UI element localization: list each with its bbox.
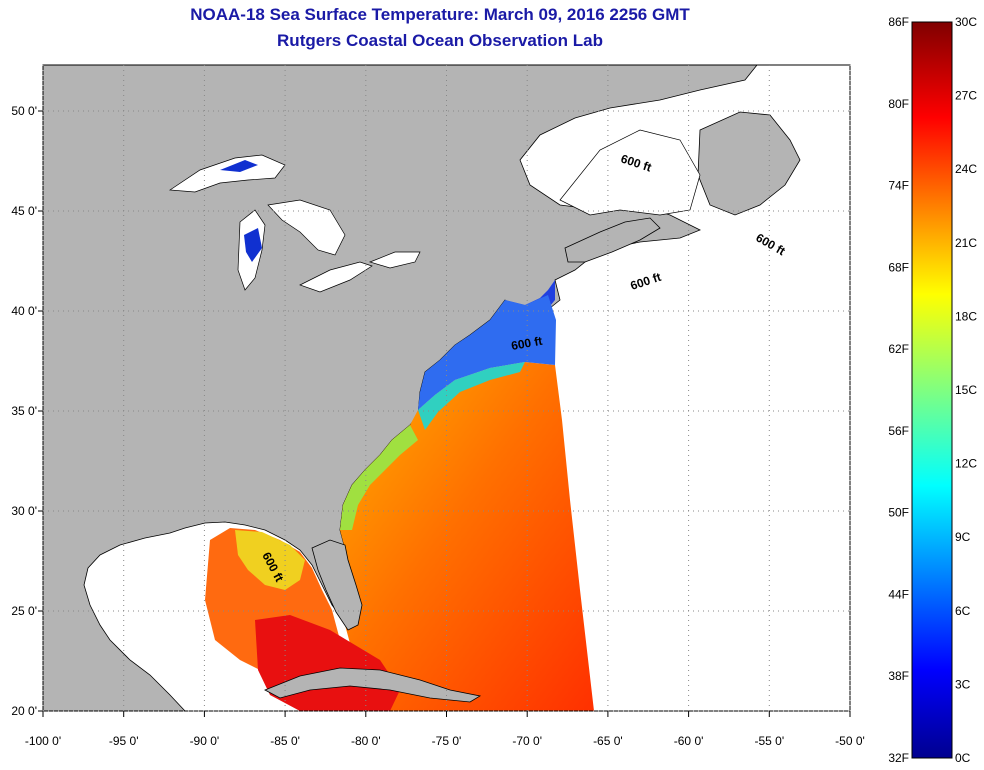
colorbar-fahrenheit-label: 74F [888,179,909,193]
colorbar-celsius-label: 21C [955,236,977,250]
colorbar-fahrenheit-label: 56F [888,424,909,438]
y-tick-label: 25 0' [11,604,37,618]
lake-cold-patch [244,228,262,262]
y-tick-label: 35 0' [11,404,37,418]
colorbar-celsius-label: 15C [955,383,977,397]
colorbar-celsius-label: 9C [955,530,971,544]
colorbar-celsius-label: 18C [955,309,977,323]
isobath-label: 600 ft [510,334,543,353]
x-tick-label: -80 0' [351,734,381,748]
map-title: NOAA-18 Sea Surface Temperature: March 0… [190,5,690,24]
colorbar-fahrenheit-label: 44F [888,587,909,601]
x-tick-label: -60 0' [674,734,704,748]
colorbar-fahrenheit-label: 50F [888,506,909,520]
colorbar-celsius-label: 3C [955,677,971,691]
y-tick-label: 50 0' [11,104,37,118]
lake-huron [267,199,346,256]
x-tick-label: -90 0' [190,734,220,748]
lake-ontario [368,251,421,269]
sst-shelf-cyan [418,362,525,430]
colorbar-fahrenheit-label: 80F [888,97,909,111]
longitude-ticks: -100 0' -95 0' -90 0' -85 0' -80 0' -75 0' -70… [25,711,865,748]
latitude-ticks: 50 0' 45 0' 40 0' 35 0' 30 0' 25 0' 20 0' [11,104,43,718]
colorbar-celsius-label: 27C [955,89,977,103]
y-tick-label: 20 0' [11,704,37,718]
lake-superior [168,154,286,193]
x-tick-label: -70 0' [512,734,542,748]
colorbar-fahrenheit-label: 38F [888,669,909,683]
colorbar-celsius-label: 30C [955,15,977,29]
nova-scotia-land [564,217,661,263]
x-tick-label: -85 0' [270,734,300,748]
x-tick-label: -55 0' [754,734,784,748]
lake-erie [299,261,373,293]
sst-cold-shelf [418,295,556,410]
st-lawrence-gulf [559,129,701,216]
colorbar-fahrenheit-label: 86F [888,15,909,29]
colorbar-fahrenheit-label: 68F [888,260,909,274]
florida-land [311,539,363,631]
colorbar-fahrenheit-label: 62F [888,342,909,356]
y-tick-label: 45 0' [11,204,37,218]
x-tick-label: -65 0' [593,734,623,748]
newfoundland-land [697,111,801,216]
colorbar-gradient [911,21,953,759]
x-tick-label: -75 0' [432,734,462,748]
colorbar-celsius-label: 12C [955,457,977,471]
sst-shelf-green [340,425,418,530]
colorbar-celsius-label: 0C [955,751,971,765]
cuba-land [264,667,482,703]
y-tick-label: 30 0' [11,504,37,518]
colorbar-celsius-label: 6C [955,604,971,618]
x-tick-label: -50 0' [835,734,865,748]
y-tick-label: 40 0' [11,304,37,318]
x-tick-label: -100 0' [25,734,61,748]
sst-gulf-yellow [235,530,305,590]
x-tick-label: -95 0' [109,734,139,748]
map-subtitle: Rutgers Coastal Ocean Observation Lab [277,31,603,50]
lake-cold-patch [220,160,258,172]
colorbar-celsius-label: 24C [955,162,977,176]
colorbar-fahrenheit-label: 32F [888,751,909,765]
